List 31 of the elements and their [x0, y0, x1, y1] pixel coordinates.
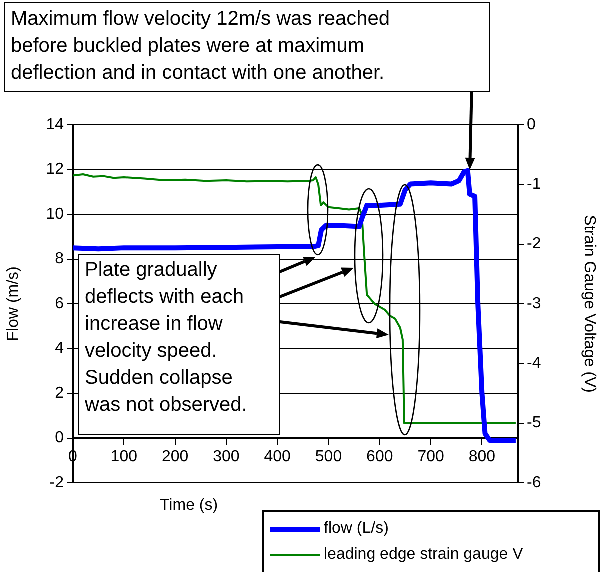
y-tick-label: 6 — [55, 295, 64, 312]
callout-box: Maximum flow velocity 12m/s was reached before buckled plates were at maximum deflection and in contact with one another. — [4, 2, 490, 92]
x-tick-label: 400 — [264, 448, 292, 466]
y2-tick-label: -2 — [527, 236, 542, 253]
y-tick-label: 14 — [46, 116, 64, 134]
y-tick-label: 0 — [55, 430, 64, 447]
y2-axis-title: Strain Gauge Voltage (V) — [580, 215, 598, 393]
y2-tick-label: -6 — [527, 474, 542, 492]
y2-tick-label: 0 — [527, 116, 536, 134]
x-tick-label: 100 — [110, 448, 138, 466]
y-tick-label: 2 — [55, 384, 64, 402]
y-tick-label: -2 — [50, 474, 64, 492]
x-tick-label: 300 — [213, 448, 240, 466]
y2-tick-label: -4 — [527, 355, 542, 372]
y-tick-label: 10 — [46, 206, 64, 223]
legend-label: leading edge strain gauge V — [324, 546, 524, 564]
y-tick-label: 12 — [46, 161, 64, 178]
legend-label: flow (L/s) — [324, 520, 389, 538]
y2-tick-label: -3 — [527, 295, 542, 312]
callout-box: Plate gradually deflects with each increase in flow velocity speed. Sudden collapse was not observed. — [78, 254, 280, 435]
y-tick-label: 8 — [55, 250, 64, 268]
y2-tick-label: -1 — [527, 176, 542, 194]
x-tick-label: 200 — [162, 448, 189, 466]
x-tick-label: 600 — [366, 448, 394, 466]
x-tick-label: 700 — [418, 448, 444, 466]
y2-tick-label: -5 — [527, 414, 542, 432]
x-tick-label: 500 — [315, 448, 342, 466]
y-tick-label: 4 — [55, 340, 64, 358]
x-axis-title: Time (s) — [160, 497, 218, 515]
x-tick-label: 800 — [468, 448, 496, 466]
y-axis-title: Flow (m/s) — [5, 266, 22, 342]
